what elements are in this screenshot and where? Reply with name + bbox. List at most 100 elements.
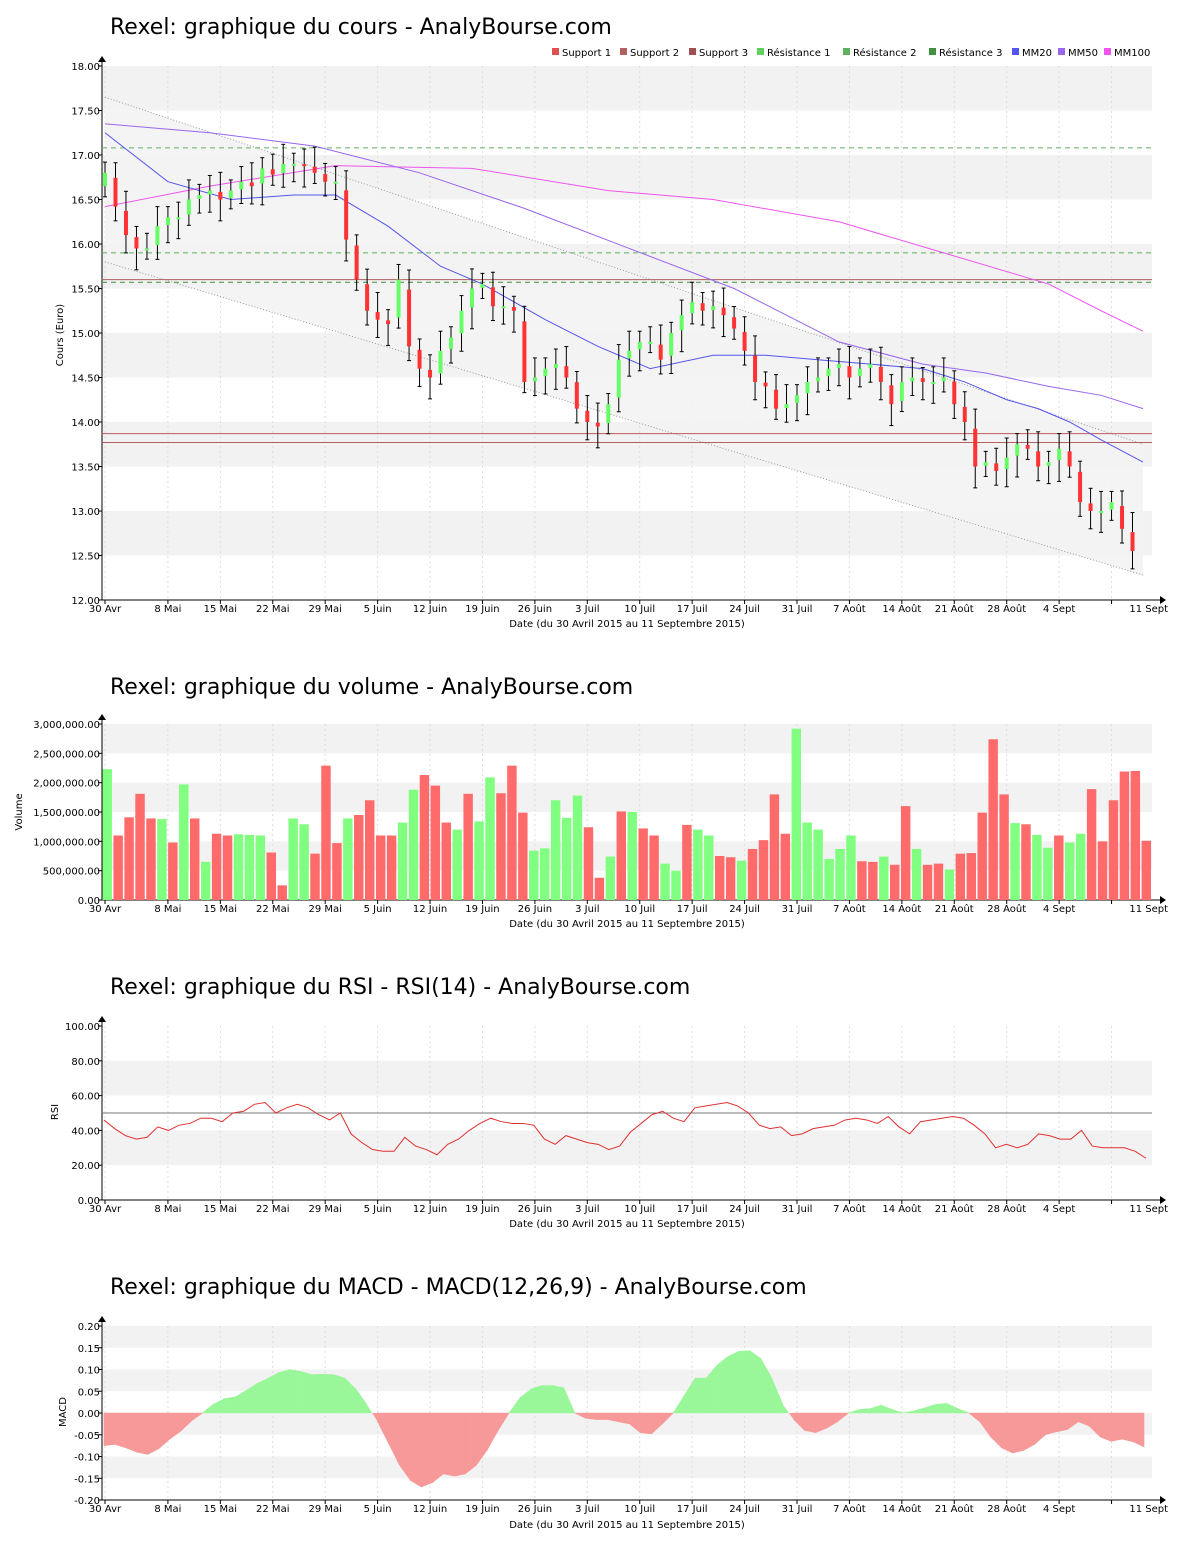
x-tick-label: 30 Avr bbox=[89, 904, 122, 915]
candle-body bbox=[784, 404, 789, 408]
macd-negative-area bbox=[788, 1413, 794, 1420]
x-tick-label: 15 Mai bbox=[204, 904, 237, 915]
volume-bar bbox=[244, 834, 255, 900]
x-tick-label: 10 Juil bbox=[624, 1504, 655, 1515]
y-tick-label: 13.00 bbox=[71, 507, 100, 518]
candle-body bbox=[1078, 471, 1083, 503]
legend-resistance-3: Résistance 3 bbox=[939, 47, 1002, 59]
volume-bar bbox=[1075, 833, 1086, 900]
x-tick-label: 14 Août bbox=[882, 603, 921, 615]
volume-bar bbox=[397, 822, 408, 900]
rsi-chart-title: Rexel: graphique du RSI - RSI(14) - Anal… bbox=[110, 975, 690, 1000]
volume-bar bbox=[200, 861, 211, 900]
volume-bar bbox=[900, 806, 911, 900]
volume-bar bbox=[430, 785, 441, 900]
rsi-y-axis-label: RSI bbox=[50, 1104, 61, 1120]
volume-bar bbox=[288, 818, 298, 900]
volume-bar bbox=[102, 769, 112, 900]
x-tick-label: 17 Juil bbox=[677, 1504, 708, 1515]
legend-support-2: Support 2 bbox=[630, 48, 679, 59]
volume-bar bbox=[441, 822, 451, 900]
candle-body bbox=[365, 284, 370, 311]
volume-bar bbox=[354, 814, 364, 900]
candle-body bbox=[354, 245, 359, 280]
x-tick-label: 19 Juin bbox=[465, 904, 499, 915]
volume-bar bbox=[550, 800, 561, 900]
candle-body bbox=[302, 164, 307, 167]
y-tick-label: 0.10 bbox=[78, 1366, 100, 1377]
volume-bar bbox=[485, 777, 495, 900]
volume-bar bbox=[758, 840, 769, 900]
volume-bar bbox=[682, 824, 692, 900]
macd-positive-area bbox=[278, 1369, 291, 1414]
candle-body bbox=[857, 368, 862, 377]
grid-band bbox=[102, 1130, 1152, 1166]
x-tick-label: 31 Juil bbox=[782, 604, 813, 615]
x-tick-label: 22 Mai bbox=[256, 1204, 289, 1215]
legend-swatch-mm20 bbox=[1012, 48, 1019, 55]
candle-body bbox=[774, 389, 779, 409]
macd-positive-area bbox=[519, 1388, 532, 1414]
macd-positive-area bbox=[530, 1385, 543, 1414]
volume-bar bbox=[518, 812, 528, 900]
volume-bar bbox=[179, 784, 189, 900]
macd-negative-area bbox=[618, 1412, 630, 1425]
macd-positive-area bbox=[935, 1403, 948, 1414]
candle-body bbox=[375, 312, 380, 320]
macd-negative-area bbox=[464, 1412, 477, 1475]
volume-bar bbox=[824, 858, 834, 900]
macd-positive-area bbox=[333, 1374, 346, 1414]
volume-bar bbox=[124, 817, 134, 900]
volume-bar bbox=[190, 818, 200, 900]
y-tick-label: 14.50 bbox=[71, 374, 100, 385]
volume-bar bbox=[1054, 835, 1064, 900]
candle-body bbox=[1088, 503, 1093, 511]
macd-positive-area bbox=[213, 1398, 225, 1414]
price-x-axis-label: Date (du 30 Avril 2015 au 11 Septembre 2… bbox=[509, 619, 745, 630]
volume-x-axis-label: Date (du 30 Avril 2015 au 11 Septembre 2… bbox=[509, 919, 745, 930]
volume-bar bbox=[594, 877, 605, 900]
y-tick-label: 1,500,000.00 bbox=[33, 808, 100, 819]
candle-body bbox=[868, 364, 873, 368]
candle-body bbox=[134, 237, 139, 249]
price-chart-title: Rexel: graphique du cours - AnalyBourse.… bbox=[110, 15, 612, 40]
candle-body bbox=[239, 181, 244, 190]
macd-negative-area bbox=[585, 1412, 597, 1420]
x-tick-label: 5 Juin bbox=[364, 904, 392, 915]
macd-positive-area bbox=[782, 1404, 789, 1413]
y-tick-label: 0.20 bbox=[78, 1322, 100, 1333]
macd-positive-area bbox=[957, 1408, 969, 1414]
x-tick-label: 8 Mai bbox=[154, 904, 181, 915]
volume-bar bbox=[769, 794, 780, 900]
candle-body bbox=[637, 341, 642, 350]
x-tick-label: 28 Août bbox=[987, 903, 1026, 915]
x-tick-label: 8 Mai bbox=[154, 1204, 181, 1215]
y-tick-label: 13.50 bbox=[71, 463, 100, 474]
volume-y-axis-label: Volume bbox=[14, 793, 25, 830]
candle-body bbox=[679, 315, 684, 331]
volume-bar bbox=[332, 843, 342, 900]
candle-body bbox=[595, 422, 600, 427]
y-tick-label: -0.10 bbox=[74, 1453, 100, 1464]
x-tick-label: 3 Juil bbox=[575, 1504, 599, 1515]
candle-body bbox=[721, 307, 726, 316]
volume-bar bbox=[868, 861, 878, 900]
y-tick-label: 15.50 bbox=[71, 285, 100, 296]
x-tick-label: 22 Mai bbox=[256, 1504, 289, 1515]
x-tick-label: 3 Juil bbox=[575, 604, 599, 615]
x-tick-label: 14 Août bbox=[882, 1203, 921, 1215]
candle-body bbox=[574, 382, 579, 409]
candle-body bbox=[1130, 532, 1135, 552]
y-tick-label: 0.00 bbox=[78, 1409, 100, 1420]
legend-mm50: MM50 bbox=[1068, 48, 1098, 59]
volume-bar bbox=[879, 856, 889, 900]
x-tick-label: 8 Mai bbox=[154, 604, 181, 615]
x-tick-label: 4 Sept bbox=[1043, 904, 1075, 915]
legend-support-3: Support 3 bbox=[699, 48, 748, 59]
macd-positive-area bbox=[716, 1355, 729, 1414]
rsi-x-axis-label: Date (du 30 Avril 2015 au 11 Septembre 2… bbox=[509, 1219, 745, 1230]
x-tick-label: 11 Sept bbox=[1129, 604, 1168, 615]
grid-band bbox=[102, 66, 1152, 111]
y-tick-label: 12.00 bbox=[71, 596, 100, 607]
legend-swatch-support-2 bbox=[620, 48, 627, 55]
